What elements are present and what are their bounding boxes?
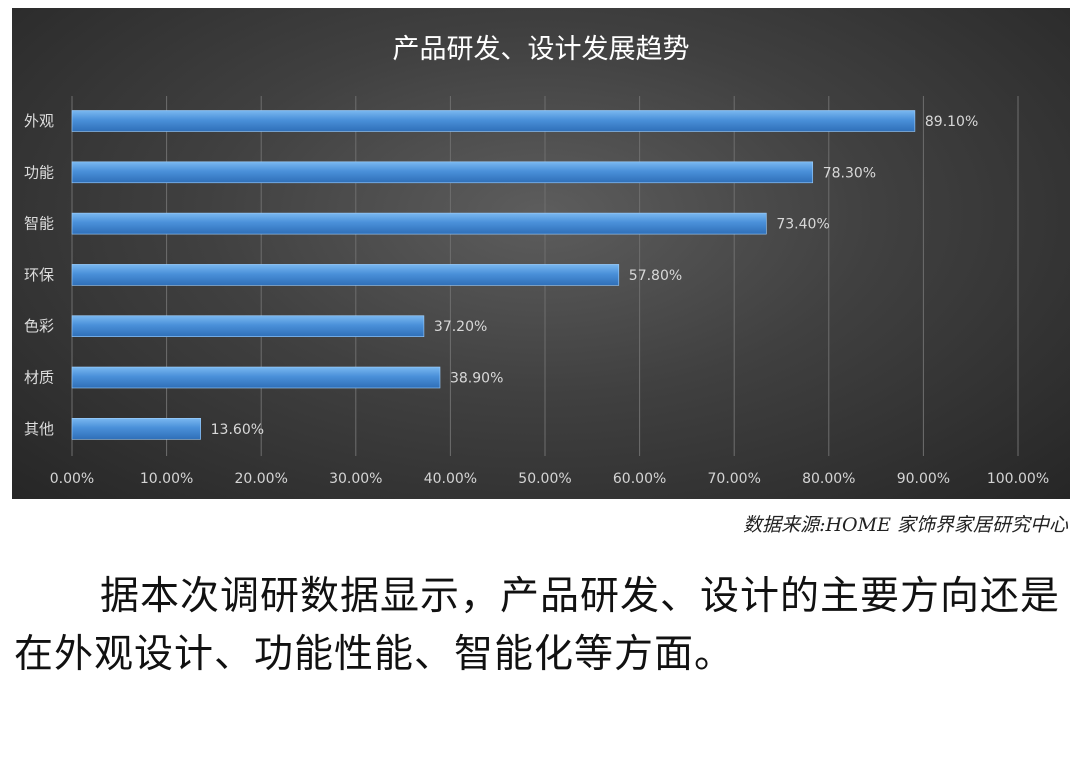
bar <box>71 161 814 184</box>
x-tick-label: 50.00% <box>518 471 571 487</box>
x-tick-label: 100.00% <box>987 471 1049 487</box>
x-tick-label: 10.00% <box>140 471 193 487</box>
bar <box>71 417 201 440</box>
bar <box>71 110 916 132</box>
chart-panel: 产品研发、设计发展趋势 外观功能智能环保色彩材质其他 0.00% 10.00% 20… <box>12 8 1070 499</box>
data-label: 37.20% <box>434 319 487 335</box>
category-label: 智能 <box>24 215 54 233</box>
body-paragraph: 据本次调研数据显示，产品研发、设计的主要方向还是在外观设计、功能性能、智能化等方… <box>14 574 1061 677</box>
bar <box>71 212 767 235</box>
bar <box>71 264 620 286</box>
x-tick-label: 90.00% <box>897 471 950 487</box>
category-label: 材质 <box>24 369 54 387</box>
x-tick-label: 60.00% <box>613 471 666 487</box>
x-tick-label: 80.00% <box>802 471 855 487</box>
data-label: 78.30% <box>823 165 876 181</box>
category-label: 环保 <box>24 266 54 284</box>
x-tick-label: 30.00% <box>329 471 382 487</box>
category-label: 功能 <box>24 163 54 181</box>
chart-title: 产品研发、设计发展趋势 <box>393 34 690 65</box>
x-tick-label: 70.00% <box>708 471 761 487</box>
source-note: 数据来源:HOME 家饰界家居研究中心 <box>743 514 1068 536</box>
data-label: 73.40% <box>776 217 829 233</box>
data-label: 13.60% <box>211 422 264 438</box>
x-tick-label: 20.00% <box>235 471 288 487</box>
data-label: 89.10% <box>925 114 978 130</box>
data-label: 38.90% <box>450 371 503 387</box>
x-tick-label: 40.00% <box>424 471 477 487</box>
x-tick-label: 0.00% <box>50 471 94 487</box>
category-label: 外观 <box>24 112 54 130</box>
bar <box>71 315 425 338</box>
bar <box>71 366 441 389</box>
category-label: 其他 <box>24 420 54 438</box>
data-label: 57.80% <box>629 268 682 284</box>
category-label: 色彩 <box>24 317 54 335</box>
